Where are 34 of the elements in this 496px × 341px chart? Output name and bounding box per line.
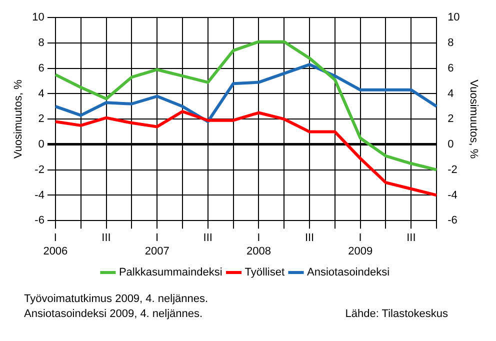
y2-tick-label: 4 bbox=[448, 88, 454, 100]
y-tick-label: -2 bbox=[34, 164, 44, 176]
y-tick-label: -4 bbox=[34, 189, 44, 202]
y2-tick-label: 8 bbox=[448, 37, 454, 50]
y-tick-label: 6 bbox=[38, 62, 44, 74]
text: Lähde: Tilastokeskus bbox=[345, 307, 448, 322]
y-tick-label: -6 bbox=[34, 214, 44, 227]
y2-tick-label: 0 bbox=[448, 138, 454, 151]
y-tick-label: 0 bbox=[38, 138, 44, 151]
legend-label: Ansiotasoindeksi bbox=[307, 266, 390, 279]
y2-tick-label: 10 bbox=[448, 12, 460, 24]
y-tick-label: 8 bbox=[38, 37, 44, 50]
y-tick-label: 4 bbox=[38, 88, 44, 100]
y2-tick-label: 2 bbox=[448, 113, 454, 126]
x-tick-label: I 2008 bbox=[246, 232, 271, 258]
y2-tick-label: -6 bbox=[448, 214, 458, 227]
y2-axis-title: Vuosimuutos, % bbox=[467, 80, 480, 159]
y-axis-title: Vuosimuutos, % bbox=[12, 79, 25, 159]
y2-tick-label: -2 bbox=[448, 164, 458, 176]
y2-tick-label: -4 bbox=[448, 189, 458, 202]
x-tick-label: III bbox=[304, 232, 314, 244]
text: Ansiotasoindeksi 2009, 4. neljännes. bbox=[24, 307, 204, 322]
x-tick-label: III bbox=[406, 232, 416, 244]
x-tick-label: III bbox=[102, 232, 111, 244]
x-tick-label: III bbox=[203, 232, 212, 244]
x-tick-label: I 2006 bbox=[43, 232, 68, 258]
text: Työvoimatutkimus 2009, 4. neljännes. bbox=[24, 292, 208, 307]
x-tick-label: I 2009 bbox=[348, 232, 373, 258]
x-tick-label: I 2007 bbox=[144, 232, 170, 258]
y-tick-label: 2 bbox=[38, 113, 44, 126]
legend-label: Palkkasummaindeksi bbox=[118, 266, 222, 279]
y-tick-label: 10 bbox=[32, 12, 44, 24]
legend-label: Työlliset bbox=[244, 266, 285, 279]
y2-tick-label: 6 bbox=[448, 62, 454, 74]
